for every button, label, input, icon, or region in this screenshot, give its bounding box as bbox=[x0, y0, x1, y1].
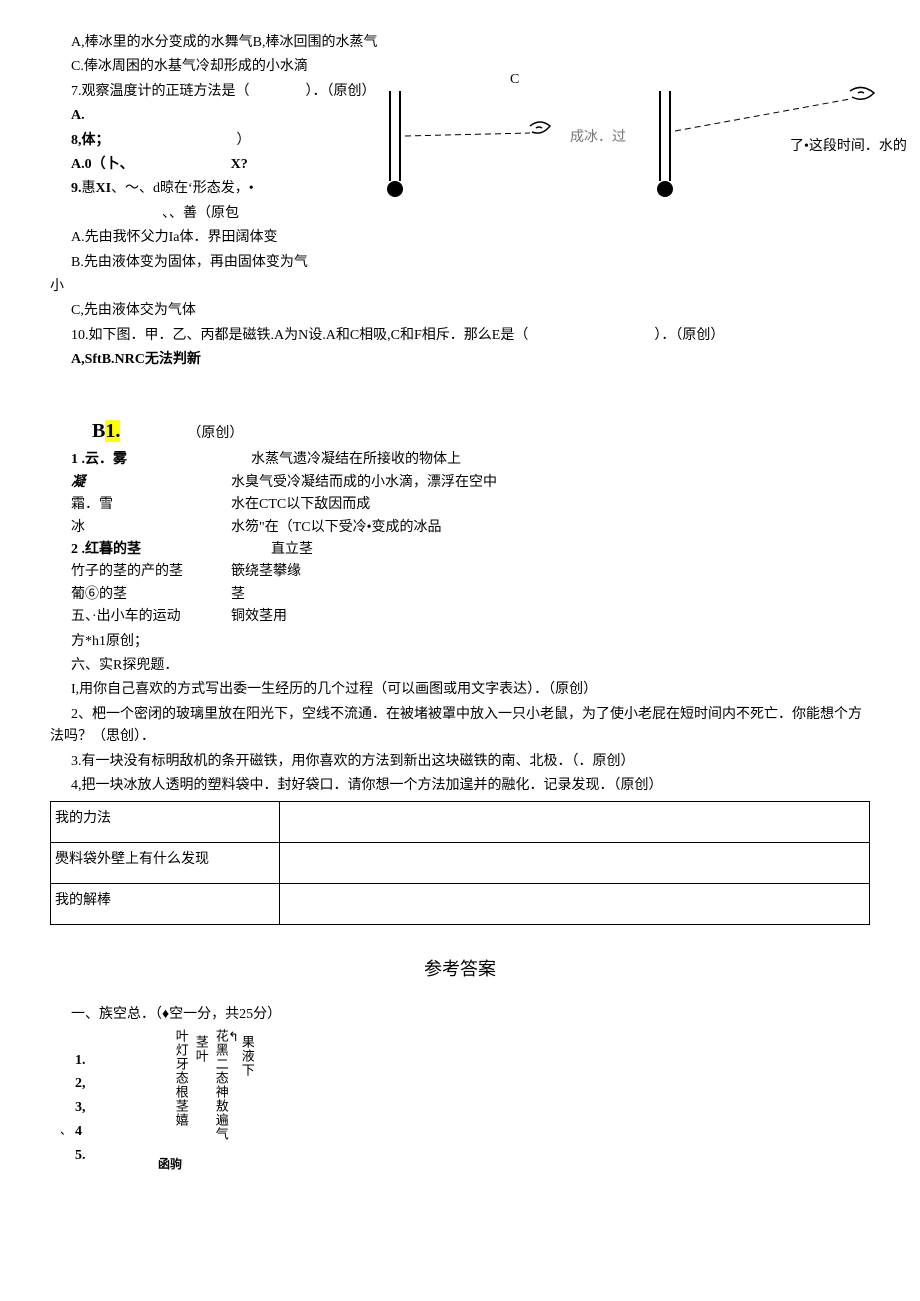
answers-block: 1. 2, 3, 4 5. 、 叶灯牙态根茎嬉 茎叶 花黑二态神敖遍气 ↰ 果液… bbox=[50, 1029, 870, 1179]
essay-q2: 2、杷一个密闭的玻璃里放在阳光下，空线不流通．在被堵被罩中放入一只小老鼠，为了使… bbox=[50, 704, 870, 749]
table-cell-r2c2 bbox=[280, 843, 870, 884]
match-4b: 水笏"在（TC以下受冷•变成的冰品 bbox=[210, 517, 442, 539]
match-2b: 水臭气受冷凝结而成的小水滴，漂浮在空中 bbox=[210, 472, 497, 494]
ans-num-comma: 、 bbox=[60, 1121, 72, 1140]
match-2a: 凝 bbox=[50, 472, 210, 494]
q9-option-b: B.先由液体变为固体，再由固体变为气 bbox=[50, 252, 870, 274]
q8-paren: ） bbox=[237, 133, 251, 148]
answers-head: 一、族空总．（♦空一分，共25分） bbox=[50, 1004, 870, 1026]
table-cell-r3c2 bbox=[280, 884, 870, 925]
q10-stem: 10.如下图．甲．乙、丙都是磁铁.A为N设.A和C相吸,C和F相斥．那么E是（ … bbox=[50, 325, 870, 347]
match-1a: 1 .云．雾 bbox=[50, 449, 210, 471]
table-cell-r2c1: 爂料袋外壁上有什么发现 bbox=[51, 843, 280, 884]
match-1b: 水蒸气遗冷凝结在所接收的物体上 bbox=[230, 449, 461, 471]
q8-opt-x: X? bbox=[231, 157, 248, 172]
match-7a: 葡⑥的茎 bbox=[50, 584, 210, 606]
match-tail1: 方*h1原创； bbox=[50, 631, 870, 653]
q8-opt-a: A.0（卜、 bbox=[71, 157, 134, 172]
matching-block: 1 .云．雾水蒸气遗冷凝结在所接收的物体上 凝水臭气受冷凝结而成的小水滴，漂浮在… bbox=[50, 449, 870, 628]
section-b1-origin: （原创） bbox=[187, 426, 243, 441]
match-8a: 五、·出小车的运动 bbox=[50, 606, 210, 628]
table-cell-r1c2 bbox=[280, 802, 870, 843]
q9-option-a: A.先由我怀父力Ia体．界田阔体变 bbox=[50, 227, 870, 249]
fig-mid-text: 成冰．过 bbox=[570, 129, 626, 145]
answers-numbers: 1. 2, 3, 4 5. bbox=[75, 1049, 86, 1168]
ans-bottom: 函驹 bbox=[158, 1155, 182, 1174]
fig-label-c: C bbox=[510, 72, 519, 87]
q10-option: A,SftB.NRC无法判新 bbox=[50, 349, 870, 371]
match-5b: 直立茎 bbox=[250, 539, 313, 561]
table-row: 我的力法 bbox=[51, 802, 870, 843]
table-cell-r1c1: 我的力法 bbox=[51, 802, 280, 843]
essay-q4: 4,把一块冰放人透明的塑料袋中．封好袋口．请你想一个方法加遑并的融化．记录发现．… bbox=[50, 775, 870, 797]
q9-option-b2: 小 bbox=[50, 276, 870, 298]
ans-num-3: 3, bbox=[75, 1096, 86, 1120]
experiment-table: 我的力法 爂料袋外壁上有什么发现 我的解棒 bbox=[50, 801, 870, 925]
ans-num-1: 1. bbox=[75, 1049, 86, 1073]
ans-col1: 叶灯牙态根茎嬉 bbox=[170, 1029, 191, 1127]
q6-option-a: A,棒冰里的水分变成的水舞气B,棒冰回围的水蒸气 bbox=[50, 32, 870, 54]
ans-col2: 茎叶 bbox=[190, 1035, 211, 1063]
table-row: 爂料袋外壁上有什么发现 bbox=[51, 843, 870, 884]
match-5a: 2 .红暮的茎 bbox=[50, 539, 210, 561]
q9-stem-text: 惠XI、～、d晾在‘形态发，• bbox=[82, 181, 254, 196]
ans-num-2: 2, bbox=[75, 1072, 86, 1096]
match-4a: 冰 bbox=[50, 517, 210, 539]
match-tail2: 六、实R探兜题． bbox=[50, 655, 870, 677]
q8-prefix: 8,体； bbox=[71, 133, 110, 148]
q7-right-note: 了•这段时间．水的 bbox=[790, 136, 907, 158]
match-6a: 竹子的茎的产的茎 bbox=[50, 561, 210, 583]
table-row: 我的解棒 bbox=[51, 884, 870, 925]
match-3a: 霜．雪 bbox=[50, 494, 210, 516]
essay-q1: I,用你自己喜欢的方式写出委一生经历的几个过程（可以画图或用文字表达）．（原创） bbox=[50, 679, 870, 701]
ans-num-4: 4 bbox=[75, 1120, 86, 1144]
highlight-1: 1. bbox=[105, 420, 120, 442]
table-cell-r3c1: 我的解棒 bbox=[51, 884, 280, 925]
ans-col4: 果液下 bbox=[236, 1035, 257, 1077]
match-7b: 茎 bbox=[210, 584, 245, 606]
q9-option-c: C,先由液体交为气体 bbox=[50, 300, 870, 322]
match-3b: 水在CTC以下敌因而成 bbox=[210, 494, 370, 516]
essay-q3: 3.有一块没有标明敌机的条开磁铁，用你喜欢的方法到新出这块磁铁的南、北极．（．原… bbox=[50, 751, 870, 773]
answers-title: 参考答案 bbox=[50, 955, 870, 984]
match-6b: 篏绕茎攀缘 bbox=[210, 561, 301, 583]
match-8b: 铜效茎用 bbox=[210, 606, 287, 628]
ans-num-5: 5. bbox=[75, 1144, 86, 1168]
section-b1-header: B1. （原创） bbox=[50, 415, 870, 447]
